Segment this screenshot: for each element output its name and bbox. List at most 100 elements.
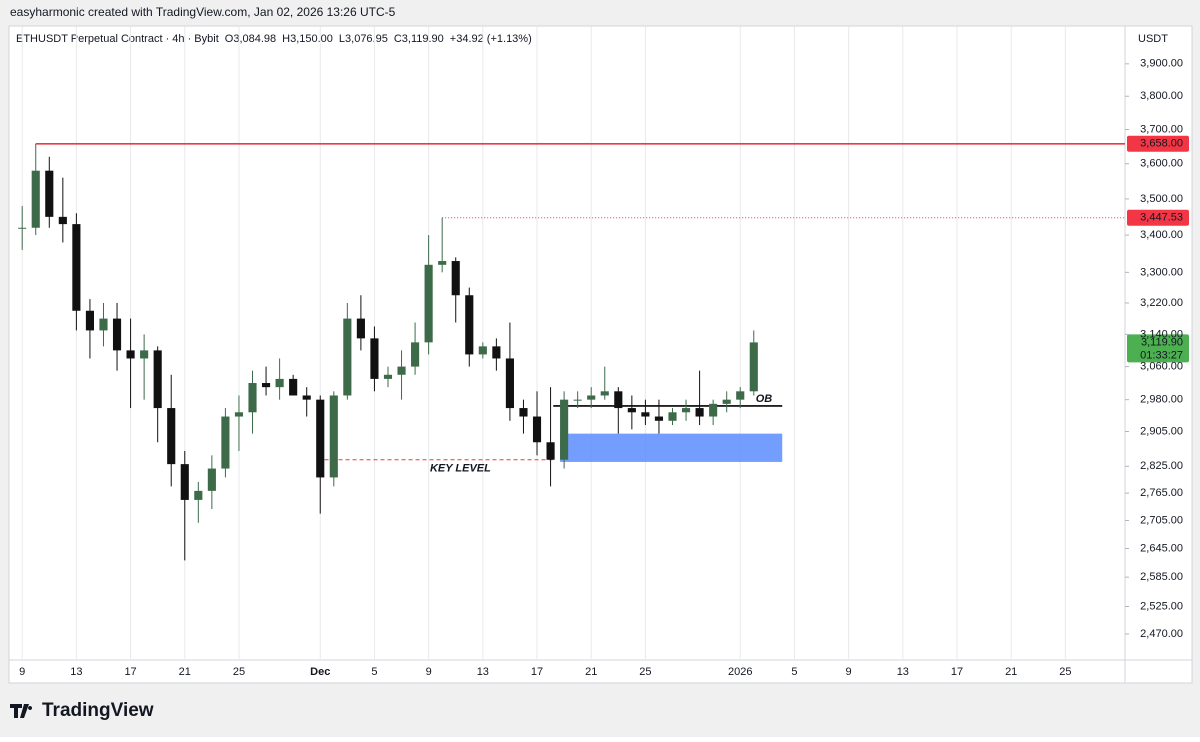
y-tick-label: 3,500.00 <box>1140 193 1183 205</box>
candle-body <box>546 442 555 460</box>
candle-body <box>248 383 257 413</box>
candle-body <box>749 342 758 392</box>
candle-body <box>207 468 216 491</box>
y-tick-label: 3,140.00 <box>1140 328 1183 340</box>
candle-body <box>356 318 365 339</box>
candle-body <box>18 227 27 229</box>
y-tick-label: 3,400.00 <box>1140 229 1183 241</box>
x-tick-label: 5 <box>791 666 797 678</box>
y-tick-label: 3,060.00 <box>1140 361 1183 373</box>
candle-body <box>722 399 731 404</box>
candle-body <box>383 374 393 379</box>
y-tick-label: 3,800.00 <box>1140 90 1183 102</box>
ohlc-value: L3,076.95 <box>339 33 388 45</box>
x-tick-label: Dec <box>310 666 330 678</box>
candle-body <box>275 378 284 388</box>
candle-body <box>600 391 609 396</box>
candle-body <box>519 408 528 417</box>
logo-icon <box>10 704 33 718</box>
candle-body <box>532 416 542 443</box>
chart-frame <box>8 25 1193 684</box>
x-tick-label: 5 <box>371 666 377 678</box>
price-label-box <box>1127 209 1189 226</box>
y-tick-label: 3,900.00 <box>1140 58 1183 70</box>
candle-body <box>681 408 691 413</box>
candle-body <box>85 310 94 331</box>
ohlc-value: C3,119.90 <box>394 33 444 45</box>
candle-body <box>343 318 352 396</box>
y-tick-label: 2,525.00 <box>1140 600 1183 612</box>
key-level-label: KEY LEVEL <box>430 463 491 475</box>
legend: ETHUSDT Perpetual Contract · 4h · Bybit O… <box>16 33 532 45</box>
price-label-box <box>1127 135 1189 152</box>
y-tick-label: 2,705.00 <box>1140 514 1183 526</box>
candle-body <box>31 170 40 228</box>
y-tick-label: 3,600.00 <box>1140 158 1183 170</box>
x-tick-label: 9 <box>846 666 852 678</box>
last-price-box <box>1127 334 1189 363</box>
logo-text: TradingView <box>42 700 154 721</box>
x-tick-label: 13 <box>897 666 909 678</box>
currency: USDT <box>1138 33 1168 45</box>
candle-body <box>180 464 189 500</box>
candle-body <box>261 383 271 388</box>
candle-body <box>695 408 704 417</box>
countdown: 01:33:27 <box>1140 349 1183 361</box>
candle-body <box>465 295 474 355</box>
candle-body <box>654 416 664 421</box>
annotations: 3,658.00 3,447.53 KEY LEVEL OB 3,119.9001:33… <box>35 135 1189 475</box>
candle-body <box>153 350 162 409</box>
candles <box>18 143 758 561</box>
y-tick-label: 2,905.00 <box>1140 425 1183 437</box>
candle-body <box>72 224 81 311</box>
candle-body <box>289 378 298 396</box>
credit: easyharmonic created with TradingView.co… <box>10 5 396 19</box>
x-tick-label: 17 <box>531 666 543 678</box>
candle-body <box>505 358 514 409</box>
candle-body <box>668 412 677 421</box>
x-tick-label: 17 <box>124 666 136 678</box>
x-tick-label: 21 <box>1005 666 1017 678</box>
y-tick-label: 3,700.00 <box>1140 123 1183 135</box>
candle-body <box>560 399 569 460</box>
y-tick-label: 2,765.00 <box>1140 487 1183 499</box>
x-tick-label: 21 <box>179 666 191 678</box>
x-tick-label: 9 <box>426 666 432 678</box>
candle-body <box>370 338 379 379</box>
candle-body <box>112 318 122 351</box>
x-tick-label: 13 <box>70 666 82 678</box>
candle-body <box>587 395 596 400</box>
candle-body <box>167 408 176 465</box>
ob-label: OB <box>756 393 773 405</box>
ohlc-value: +34.92 (+1.13%) <box>450 33 532 45</box>
candle-body <box>709 403 718 417</box>
candle-body <box>234 412 244 417</box>
order-block-zone <box>560 433 783 462</box>
candle-body <box>641 412 650 417</box>
price-label: 3,447.53 <box>1140 212 1183 224</box>
y-tick-label: 2,645.00 <box>1140 542 1183 554</box>
candle-body <box>194 490 203 500</box>
y-tick-label: 3,300.00 <box>1140 266 1183 278</box>
x-tick-label: 17 <box>951 666 963 678</box>
candle-body <box>573 399 582 401</box>
candle-body <box>438 261 447 265</box>
candle-body <box>302 395 311 400</box>
candle-body <box>58 216 67 225</box>
y-tick-label: 2,825.00 <box>1140 460 1183 472</box>
last-price-label: 3,119.90 <box>1141 336 1183 348</box>
candle-body <box>736 391 745 400</box>
candle-body <box>126 350 135 359</box>
candle-body <box>627 408 636 413</box>
ohlc-value: H3,150.00 <box>282 33 333 45</box>
candle-body <box>614 391 623 409</box>
candle-body <box>478 346 487 355</box>
x-tick-label: 25 <box>1059 666 1071 678</box>
candle-body <box>492 346 501 359</box>
y-tick-label: 2,585.00 <box>1140 571 1183 583</box>
symbol: ETHUSDT Perpetual Contract · 4h · Bybit <box>16 33 219 45</box>
y-tick-label: 2,980.00 <box>1140 394 1183 406</box>
x-tick-label: 13 <box>477 666 489 678</box>
x-tick-label: 9 <box>19 666 25 678</box>
x-tick-label: 21 <box>585 666 597 678</box>
